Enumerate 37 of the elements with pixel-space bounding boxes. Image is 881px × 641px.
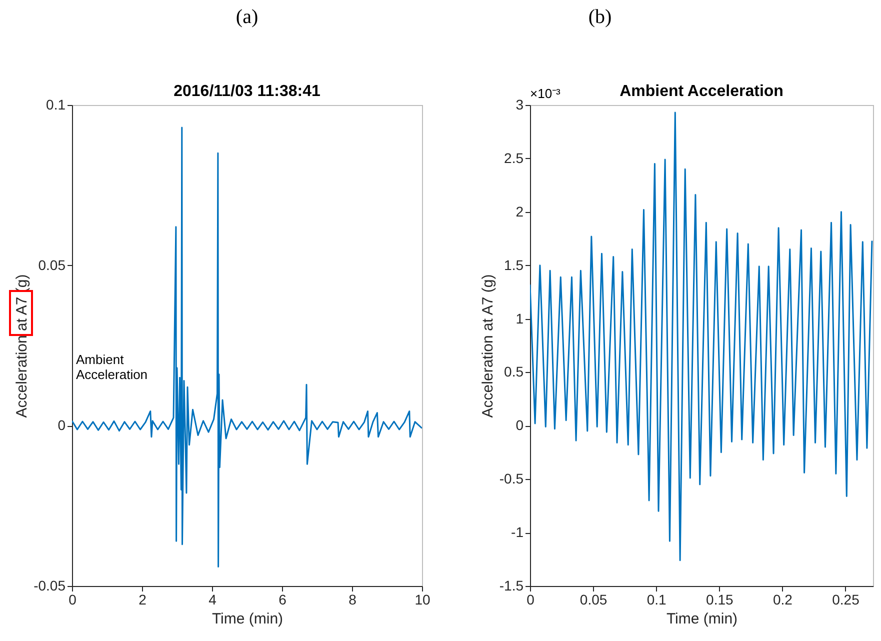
y-axis-title: Acceleration at A7 (g) <box>479 274 496 418</box>
text: ×10⁻³ <box>530 86 562 101</box>
x-tick-label: 0 <box>526 592 535 608</box>
y-tick-label: -1 <box>511 524 524 540</box>
y-tick-label: 0.1 <box>46 96 66 112</box>
y-tick-label: 1 <box>516 310 524 326</box>
x-tick-label: 8 <box>348 592 357 608</box>
y-tick-label: -0.5 <box>499 470 524 487</box>
x-tick-label: 2 <box>138 592 147 608</box>
x-tick-label: 0.2 <box>772 592 793 608</box>
text: (a) <box>236 6 258 28</box>
x-axis-title: Time (min) <box>212 610 284 628</box>
y-tick-label: -0.05 <box>34 578 66 594</box>
y-tick-label: 0 <box>58 417 66 434</box>
x-tick-label: 4 <box>208 592 217 608</box>
y-tick-label: 2 <box>516 203 524 220</box>
line-series <box>72 126 422 568</box>
chart-title: Ambient Acceleration <box>620 83 784 100</box>
line-series <box>530 112 873 562</box>
y-tick-label: 0 <box>516 417 524 434</box>
y-tick-label: 2.5 <box>504 150 524 166</box>
y-tick-label: 0.5 <box>504 364 524 380</box>
x-tick-label: 0.05 <box>580 592 608 608</box>
x-tick-label: 0.1 <box>646 592 667 608</box>
text: (b) <box>588 6 612 28</box>
x-tick-label: 0.25 <box>832 592 860 608</box>
y-tick-label: -1.5 <box>499 578 524 594</box>
x-tick-label: 0 <box>68 592 77 608</box>
chart-title: 2016/11/03 11:38:41 <box>174 83 320 100</box>
x-tick-label: 0.15 <box>706 592 734 608</box>
annotation: Ambient Acceleration <box>76 352 148 382</box>
y-tick-label: 3 <box>516 96 524 112</box>
x-tick-label: 10 <box>414 592 430 608</box>
y-tick-label: 1.5 <box>504 256 524 273</box>
x-axis-title: Time (min) <box>666 610 738 628</box>
x-tick-label: 6 <box>278 592 287 608</box>
y-tick-label: 0.05 <box>38 256 66 273</box>
